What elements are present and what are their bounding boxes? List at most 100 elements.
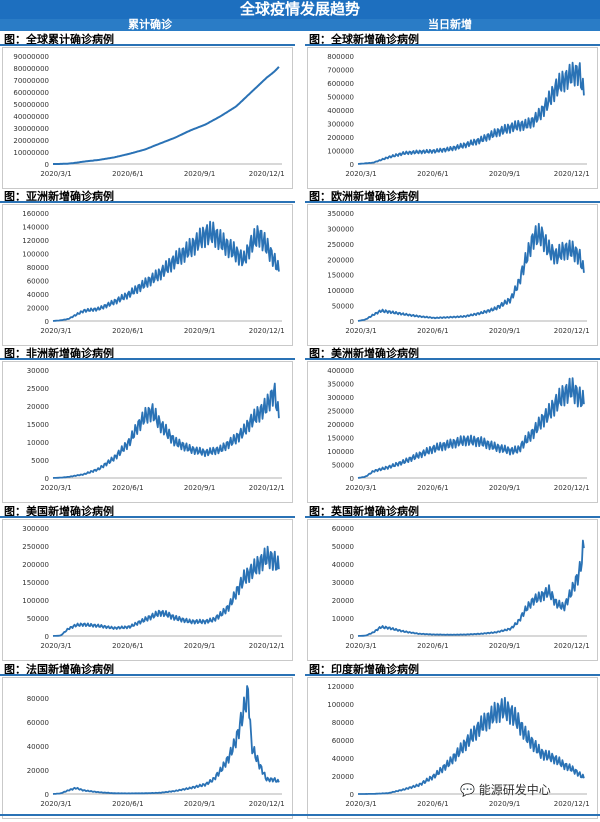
y-tick-label: 600000 (327, 80, 354, 88)
y-tick-label: 20000 (27, 305, 49, 313)
y-tick-label: 300000 (327, 121, 354, 129)
y-tick-label: 10000 (27, 439, 49, 447)
y-tick-label: 800000 (327, 53, 354, 61)
series-line (52, 382, 280, 479)
y-tick-label: 40000 (332, 561, 354, 569)
line-chart: 0 20000 40000 60000 80000 100000 120000 2020/3/… (327, 683, 590, 808)
series-line (357, 539, 585, 637)
y-tick-label: 400000 (327, 107, 354, 115)
y-tick-label: 0 (350, 791, 354, 799)
line-chart: 0 10000000 20000000 30000000 40000000 5000000… (13, 53, 284, 178)
chart-title: 图：法国新增确诊病例 (4, 663, 114, 676)
line-chart: 0 5000 10000 15000 20000 25000 30000 2020/3/1 20… (27, 367, 285, 492)
x-tick-label: 2020/9/1 (489, 327, 520, 335)
subheader-cumulative: 累计确诊 (0, 19, 300, 31)
y-tick-label: 200000 (22, 561, 49, 569)
x-tick-label: 2020/3/1 (40, 484, 71, 492)
x-tick-label: 2020/6/1 (112, 642, 143, 650)
y-tick-label: 0 (45, 633, 49, 641)
y-tick-label: 350000 (327, 381, 354, 389)
x-tick-label: 2020/9/1 (184, 642, 215, 650)
y-tick-label: 10000 (332, 615, 354, 623)
series-line (53, 66, 280, 165)
chart-frame: 0 20000 40000 60000 80000 2020/3/1 2020/6/1 202… (2, 677, 293, 819)
y-tick-label: 0 (45, 161, 49, 169)
y-tick-label: 300000 (327, 225, 354, 233)
series-line (52, 545, 280, 637)
x-tick-label: 2020/3/1 (40, 327, 71, 335)
chart-title-rule (0, 674, 295, 676)
y-tick-label: 20000000 (13, 137, 49, 145)
y-tick-label: 200000 (327, 134, 354, 142)
x-tick-label: 2020/9/1 (489, 642, 520, 650)
chart-title: 图：全球新增确诊病例 (309, 33, 419, 46)
x-tick-label: 2020/12/1 (249, 484, 285, 492)
chart-panel: 图：全球新增确诊病例 0 100000 200000 300000 400000 50000… (305, 31, 600, 189)
series-line (52, 685, 280, 795)
page-title-banner: 全球疫情发展趋势 (0, 0, 600, 19)
line-chart: 0 50000 100000 150000 200000 250000 300000 2020… (22, 525, 284, 650)
chart-panel: 图：亚洲新增确诊病例 0 20000 40000 60000 80000 100000 120… (0, 188, 295, 346)
x-tick-label: 2020/3/1 (40, 642, 71, 650)
y-tick-label: 700000 (327, 67, 354, 75)
y-tick-label: 40000000 (13, 113, 49, 121)
chart-frame: 0 20000 40000 60000 80000 100000 120000 140000 1… (2, 204, 293, 346)
x-tick-label: 2020/9/1 (184, 170, 215, 178)
chart-panel: 图：英国新增确诊病例 0 10000 20000 30000 40000 50000 6000… (305, 503, 600, 661)
y-tick-label: 80000000 (13, 65, 49, 73)
y-tick-label: 250000 (22, 543, 49, 551)
x-tick-label: 2020/9/1 (489, 170, 520, 178)
chart-title-rule (0, 516, 295, 518)
y-tick-label: 80000 (332, 719, 354, 727)
x-tick-label: 2020/3/1 (345, 170, 376, 178)
x-tick-label: 2020/9/1 (184, 800, 215, 808)
chart-frame: 0 10000 20000 30000 40000 50000 60000 2020/3/1 2… (307, 519, 598, 661)
chart-title-rule (305, 516, 600, 518)
line-chart: 0 10000 20000 30000 40000 50000 60000 2020/3/1 2… (332, 525, 590, 650)
chart-frame: 0 50000 100000 150000 200000 250000 300000 3500… (307, 361, 598, 503)
x-tick-label: 2020/6/1 (417, 800, 448, 808)
y-tick-label: 250000 (327, 241, 354, 249)
chart-title-rule (305, 674, 600, 676)
x-tick-label: 2020/6/1 (112, 800, 143, 808)
y-tick-label: 150000 (327, 435, 354, 443)
x-tick-label: 2020/12/1 (249, 327, 285, 335)
y-tick-label: 500000 (327, 94, 354, 102)
chart-frame: 0 5000 10000 15000 20000 25000 30000 2020/3/1 20… (2, 361, 293, 503)
y-tick-label: 100000 (327, 287, 354, 295)
x-tick-label: 2020/3/1 (40, 800, 71, 808)
y-tick-label: 0 (45, 475, 49, 483)
x-tick-label: 2020/3/1 (345, 800, 376, 808)
y-tick-label: 400000 (327, 367, 354, 375)
x-tick-label: 2020/3/1 (345, 642, 376, 650)
y-tick-label: 0 (350, 161, 354, 169)
chart-frame: 0 100000 200000 300000 400000 500000 600000 700… (307, 47, 598, 189)
chart-title: 图：英国新增确诊病例 (309, 505, 419, 518)
chart-frame: 0 50000 100000 150000 200000 250000 300000 3500… (307, 204, 598, 346)
y-tick-label: 140000 (22, 224, 49, 232)
y-tick-label: 60000000 (13, 89, 49, 97)
y-tick-label: 100000 (22, 251, 49, 259)
y-tick-label: 25000 (27, 385, 49, 393)
y-tick-label: 0 (45, 791, 49, 799)
x-tick-label: 2020/6/1 (417, 642, 448, 650)
y-tick-label: 20000 (27, 403, 49, 411)
y-tick-label: 20000 (27, 767, 49, 775)
chart-frame: 0 50000 100000 150000 200000 250000 300000 2020… (2, 519, 293, 661)
y-tick-label: 100000 (327, 701, 354, 709)
chart-frame: 0 10000000 20000000 30000000 40000000 5000000… (2, 47, 293, 189)
x-tick-label: 2020/9/1 (184, 327, 215, 335)
y-tick-label: 80000 (27, 695, 49, 703)
y-tick-label: 250000 (327, 408, 354, 416)
x-tick-label: 2020/12/1 (554, 800, 590, 808)
y-tick-label: 100000 (327, 148, 354, 156)
series-line (357, 222, 585, 322)
chart-panel: 图：非洲新增确诊病例 0 5000 10000 15000 20000 25000 30000… (0, 345, 295, 503)
y-tick-label: 80000 (27, 264, 49, 272)
chart-title-rule (305, 201, 600, 203)
chart-panel: 图：美国新增确诊病例 0 50000 100000 150000 200000 250000… (0, 503, 295, 661)
y-tick-label: 100000 (22, 597, 49, 605)
y-tick-label: 50000 (332, 543, 354, 551)
y-tick-label: 350000 (327, 210, 354, 218)
chart-panel: 图：欧洲新增确诊病例 0 50000 100000 150000 200000 250000… (305, 188, 600, 346)
